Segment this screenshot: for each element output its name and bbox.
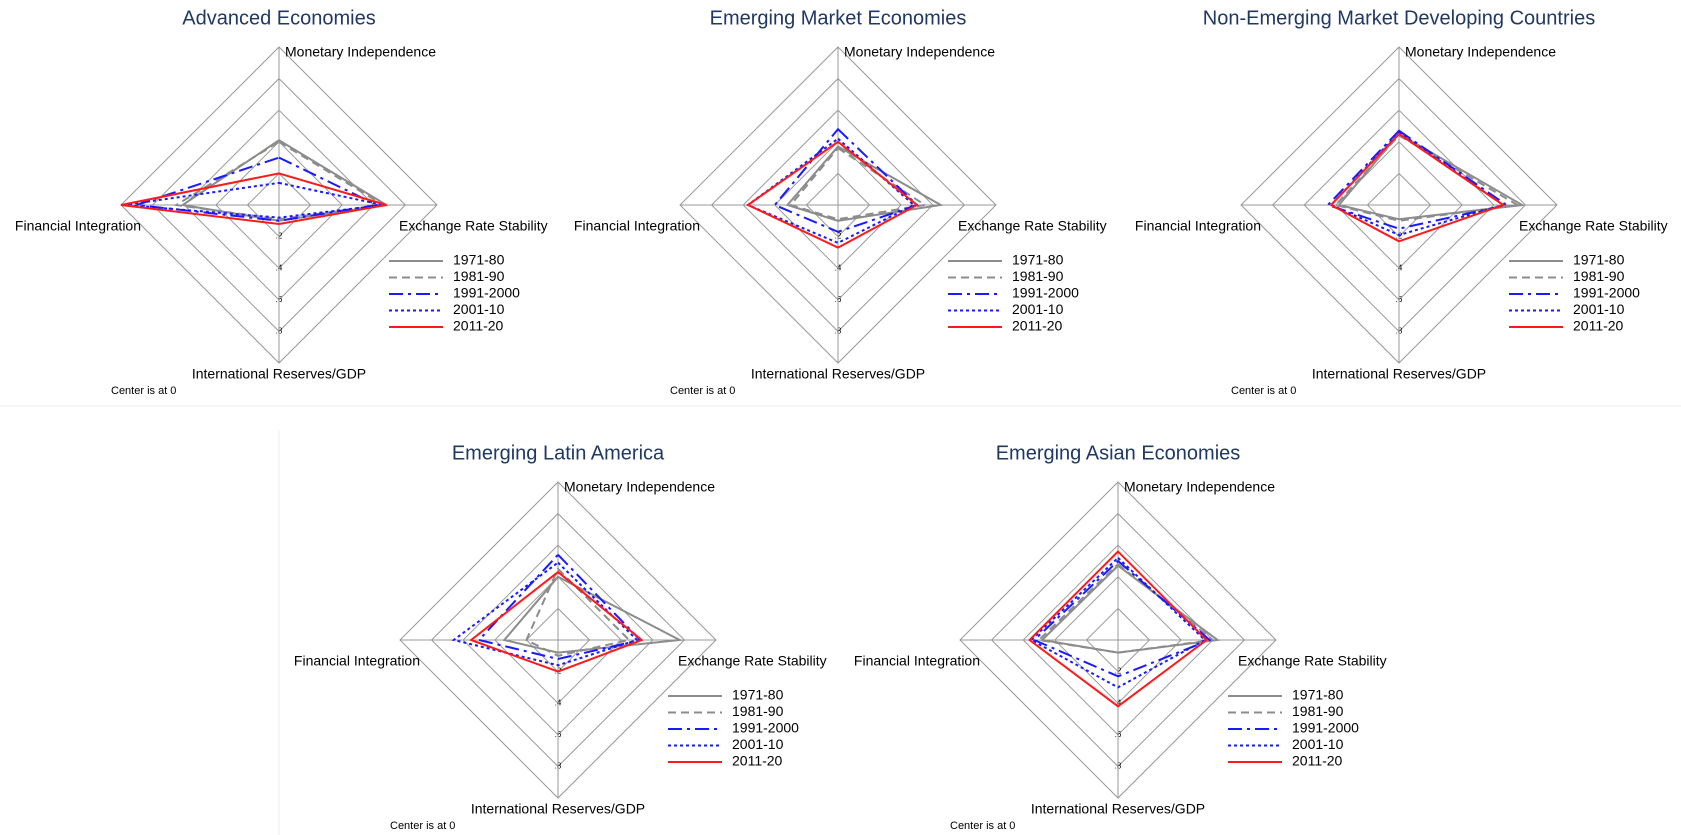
legend-label: 1991-2000 [453,285,520,301]
series-line [1333,134,1521,222]
chart-title: Non-Emerging Market Developing Countries [1203,7,1595,29]
series-line [1329,132,1506,243]
axis-label: Exchange Rate Stability [678,653,827,669]
axis-label: Financial Integration [1135,218,1261,234]
legend-label: 1981-90 [732,703,784,719]
legend-label: 1991-2000 [1292,720,1359,736]
legend-label: 1971-80 [453,252,505,268]
series-line [173,140,387,221]
series-line [120,172,387,225]
legend-label: 2011-20 [732,753,783,769]
chart-title: Advanced Economies [182,7,375,29]
axis-label: Exchange Rate Stability [1519,218,1668,234]
annotation: Center is at 0 [670,385,735,397]
axis-label: International Reserves/GDP [1312,366,1486,382]
axis-label: International Reserves/GDP [471,801,645,817]
axis-label: Monetary Independence [844,44,995,60]
legend-label: 2001-10 [453,301,505,317]
legend-label: 2001-10 [1012,301,1064,317]
axis-label: Monetary Independence [564,479,715,495]
axis-label: International Reserves/GDP [1031,801,1205,817]
series-line [1036,562,1216,654]
axis-label: Financial Integration [574,218,700,234]
series-line [745,140,919,249]
axis-label: International Reserves/GDP [192,366,366,382]
annotation: Center is at 0 [111,385,176,397]
series-line [136,156,381,222]
legend-label: 1981-90 [1573,268,1625,284]
annotation: Center is at 0 [390,820,455,832]
axis-label: Exchange Rate Stability [399,218,548,234]
legend-label: 2001-10 [1573,301,1625,317]
legend-label: 2011-20 [1573,318,1624,334]
series-line [1040,564,1221,654]
legend-label: 1971-80 [1292,687,1344,703]
axis-label: Monetary Independence [285,44,436,60]
series-line [525,567,632,657]
legend-label: 1981-90 [1292,703,1344,719]
chart-title: Emerging Latin America [452,442,665,464]
axis-label: Financial Integration [15,218,141,234]
legend-label: 1971-80 [1012,252,1064,268]
legend-label: 2001-10 [1292,736,1344,752]
series-line [773,127,919,233]
legend-label: 1971-80 [1573,252,1625,268]
legend-label: 2011-20 [453,318,504,334]
series-line [1337,132,1526,221]
chart-title: Emerging Market Economies [710,7,967,29]
series-line [502,575,684,654]
axis-label: Monetary Independence [1124,479,1275,495]
series-line [1032,559,1212,678]
axis-label: International Reserves/GDP [751,366,925,382]
axis-label: Exchange Rate Stability [1238,653,1387,669]
axis-label: Exchange Rate Stability [958,218,1107,234]
axis-label: Financial Integration [854,653,980,669]
chart-title: Emerging Asian Economies [996,442,1241,464]
series-line [469,570,644,673]
legend-label: 1991-2000 [732,720,799,736]
series-line [1326,129,1509,230]
legend-label: 2011-20 [1012,318,1063,334]
series-line [785,145,944,222]
legend-label: 1971-80 [732,687,784,703]
legend-label: 1991-2000 [1012,285,1079,301]
series-line [477,553,643,660]
series-line [1027,550,1209,708]
axis-label: Financial Integration [294,653,420,669]
legend-label: 1991-2000 [1573,285,1640,301]
legend-label: 2011-20 [1292,753,1343,769]
legend-label: 1981-90 [1012,268,1064,284]
annotation: Center is at 0 [1231,385,1296,397]
axis-label: Monetary Independence [1405,44,1556,60]
legend-label: 2001-10 [732,736,784,752]
series-line [1029,556,1207,689]
annotation: Center is at 0 [950,820,1015,832]
legend-label: 1981-90 [453,268,505,284]
series-line [124,181,384,219]
